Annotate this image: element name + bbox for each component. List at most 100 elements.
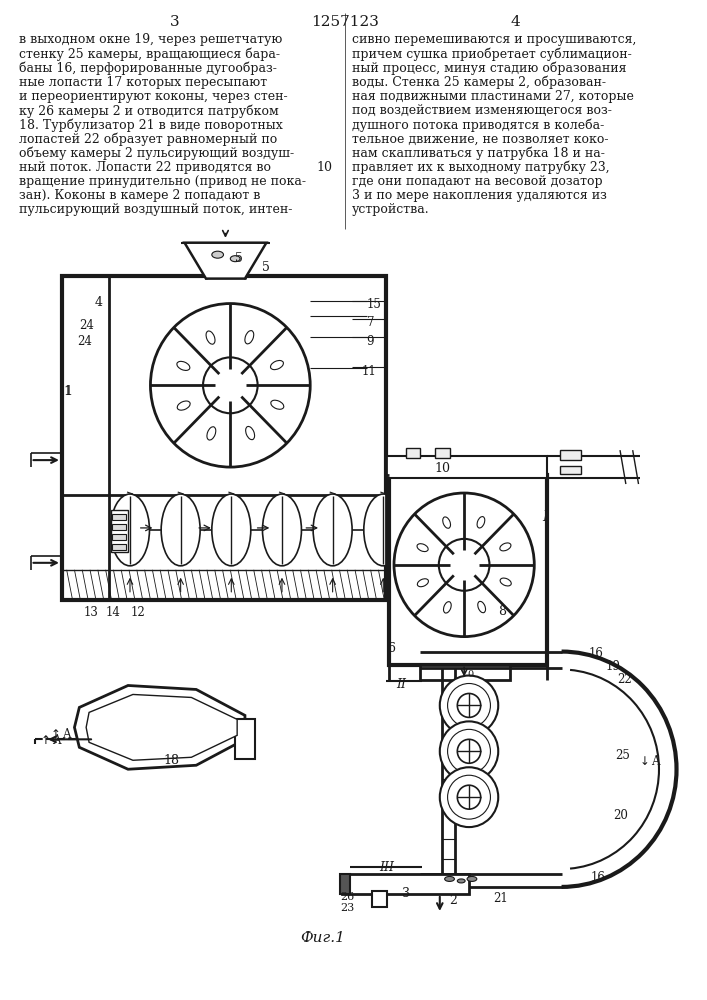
Circle shape (457, 739, 481, 763)
Text: 20: 20 (613, 809, 628, 822)
Circle shape (394, 493, 534, 637)
Circle shape (151, 304, 310, 467)
Circle shape (440, 721, 498, 781)
Ellipse shape (110, 494, 149, 566)
Text: в выходном окне 19, через решетчатую: в выходном окне 19, через решетчатую (19, 33, 282, 46)
Circle shape (457, 785, 481, 809)
Polygon shape (185, 243, 267, 279)
Text: 6: 6 (387, 642, 395, 655)
Bar (342, 874, 469, 894)
Ellipse shape (417, 544, 428, 552)
Text: $\downarrow$A: $\downarrow$A (636, 754, 662, 768)
Text: III: III (379, 861, 394, 874)
Text: душного потока приводятся в колеба-: душного потока приводятся в колеба- (352, 118, 604, 132)
Ellipse shape (245, 331, 254, 344)
Text: сивно перемешиваются и просушиваются,: сивно перемешиваются и просушиваются, (352, 33, 636, 46)
Text: II: II (396, 678, 406, 691)
Polygon shape (86, 694, 237, 760)
Text: лопастей 22 образует равномерный по: лопастей 22 образует равномерный по (19, 132, 277, 146)
Bar (112, 544, 126, 550)
Ellipse shape (500, 543, 511, 551)
Text: 12: 12 (130, 606, 145, 619)
Ellipse shape (417, 579, 428, 587)
Bar (386, 456, 547, 478)
Text: тельное движение, не позволяет коко-: тельное движение, не позволяет коко- (352, 132, 609, 145)
Ellipse shape (467, 876, 477, 881)
Bar (372, 891, 387, 907)
Text: I: I (542, 510, 548, 524)
Ellipse shape (177, 361, 190, 370)
Ellipse shape (477, 517, 485, 528)
Text: 16: 16 (589, 647, 604, 660)
Bar (62, 276, 386, 600)
Ellipse shape (364, 494, 403, 566)
Text: 2: 2 (450, 894, 457, 907)
Ellipse shape (212, 251, 223, 258)
Text: 0: 0 (467, 670, 473, 679)
Text: 5: 5 (235, 252, 243, 265)
Ellipse shape (478, 601, 486, 613)
Circle shape (439, 539, 489, 591)
Ellipse shape (262, 494, 301, 566)
Text: Фиг.1: Фиг.1 (300, 931, 345, 945)
Ellipse shape (445, 876, 455, 881)
Text: 5: 5 (262, 261, 270, 274)
Text: 10: 10 (435, 462, 450, 475)
Text: 22: 22 (617, 673, 632, 686)
Text: зан). Коконы в камере 2 попадают в: зан). Коконы в камере 2 попадают в (19, 189, 260, 202)
Circle shape (448, 729, 491, 773)
Text: 21: 21 (493, 892, 508, 905)
Ellipse shape (245, 426, 255, 440)
Bar (112, 534, 126, 540)
Circle shape (450, 551, 478, 579)
Text: причем сушка приобретает сублимацион-: причем сушка приобретает сублимацион- (352, 47, 632, 61)
Text: где они попадают на весовой дозатор: где они попадают на весовой дозатор (352, 175, 603, 188)
Text: 11: 11 (362, 365, 377, 378)
Text: 3: 3 (402, 887, 409, 900)
Ellipse shape (443, 602, 451, 613)
Circle shape (440, 676, 498, 735)
Ellipse shape (212, 494, 251, 566)
Text: 23: 23 (340, 903, 354, 913)
Text: 19: 19 (605, 660, 620, 673)
Text: 10: 10 (317, 161, 332, 174)
Text: правляет их к выходному патрубку 23,: правляет их к выходному патрубку 23, (352, 161, 609, 174)
Polygon shape (74, 685, 245, 769)
Bar (389, 475, 547, 665)
Text: ку 26 камеры 2 и отводится патрубком: ку 26 камеры 2 и отводится патрубком (19, 104, 279, 118)
Bar (435, 448, 450, 458)
Circle shape (448, 683, 491, 727)
Bar (560, 466, 581, 474)
Text: 14: 14 (106, 606, 121, 619)
Bar (406, 448, 420, 458)
Ellipse shape (177, 401, 190, 410)
Text: 4: 4 (511, 15, 520, 29)
Text: нам скапливаться у патрубка 18 и на-: нам скапливаться у патрубка 18 и на- (352, 147, 605, 160)
Text: 16: 16 (591, 871, 606, 884)
Text: баны 16, перфорированные дугообраз-: баны 16, перфорированные дугообраз- (19, 62, 277, 75)
Ellipse shape (161, 494, 200, 566)
Text: 18: 18 (164, 754, 180, 767)
Text: 13: 13 (83, 606, 98, 619)
Text: 26: 26 (340, 892, 354, 902)
Text: $\uparrow$A: $\uparrow$A (48, 727, 73, 741)
Circle shape (216, 370, 245, 400)
Text: воды. Стенка 25 камеры 2, образован-: воды. Стенка 25 камеры 2, образован- (352, 76, 606, 89)
Bar (560, 450, 581, 460)
Text: 18. Турбулизатор 21 в виде поворотных: 18. Турбулизатор 21 в виде поворотных (19, 118, 283, 132)
Ellipse shape (207, 427, 216, 440)
Text: и переориентируют коконы, через стен-: и переориентируют коконы, через стен- (19, 90, 288, 103)
Bar (340, 874, 350, 894)
Text: ные лопасти 17 которых пересыпают: ные лопасти 17 которых пересыпают (19, 76, 267, 89)
Text: ный процесс, минуя стадию образования: ный процесс, минуя стадию образования (352, 62, 626, 75)
Text: 1: 1 (64, 385, 71, 398)
Circle shape (440, 767, 498, 827)
Text: стенку 25 камеры, вращающиеся бара-: стенку 25 камеры, вращающиеся бара- (19, 47, 280, 61)
Text: 1257123: 1257123 (311, 15, 379, 29)
Text: устройства.: устройства. (352, 203, 430, 216)
Text: $\uparrow$A: $\uparrow$A (38, 733, 64, 747)
Ellipse shape (271, 360, 284, 370)
Text: 1: 1 (65, 385, 73, 398)
Ellipse shape (313, 494, 352, 566)
Text: ная подвижными пластинами 27, которые: ная подвижными пластинами 27, которые (352, 90, 634, 103)
